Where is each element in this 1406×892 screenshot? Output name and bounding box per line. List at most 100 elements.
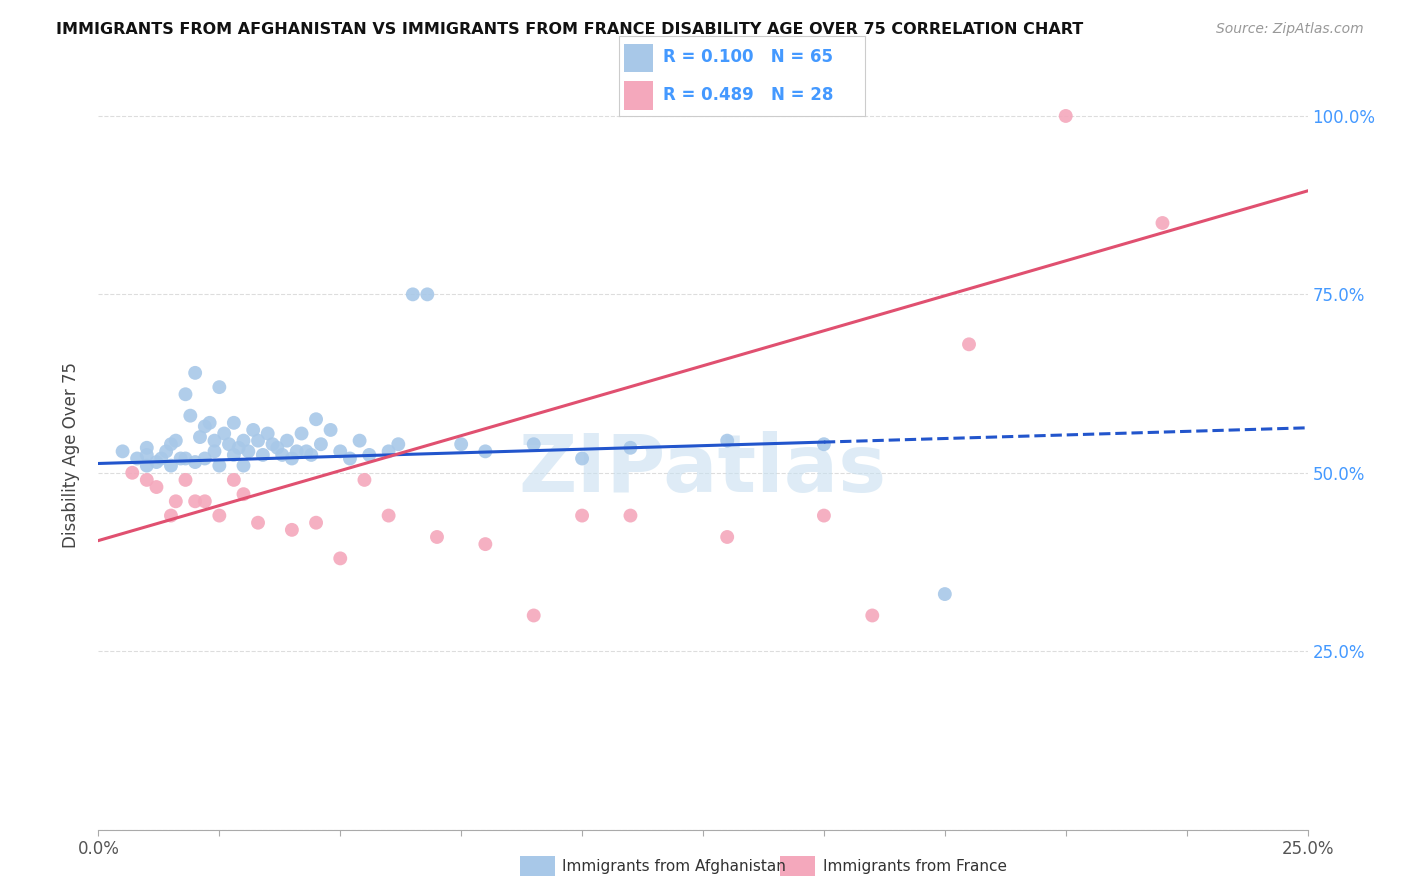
Point [228, 441, 250, 455]
Point [242, 423, 264, 437]
Point [329, 444, 352, 458]
Point [309, 437, 332, 451]
Point [135, 458, 157, 473]
Point [184, 366, 207, 380]
Point [232, 434, 254, 448]
Point [194, 451, 217, 466]
Point [208, 380, 231, 394]
Text: Source: ZipAtlas.com: Source: ZipAtlas.com [1216, 22, 1364, 37]
Point [281, 451, 304, 466]
Point [619, 441, 641, 455]
Text: ZIPatlas: ZIPatlas [519, 431, 887, 509]
Point [179, 409, 201, 423]
Point [450, 437, 472, 451]
Point [204, 434, 226, 448]
Point [169, 451, 191, 466]
Point [329, 551, 352, 566]
Point [934, 587, 956, 601]
Point [145, 455, 167, 469]
Point [188, 430, 211, 444]
Point [135, 441, 157, 455]
Point [290, 426, 312, 441]
Point [208, 508, 231, 523]
Point [247, 516, 270, 530]
Bar [624, 81, 652, 110]
Point [174, 451, 197, 466]
Point [135, 448, 157, 462]
Point [204, 444, 226, 458]
Point [377, 444, 399, 458]
Point [184, 494, 207, 508]
Point [285, 444, 308, 458]
Point [198, 416, 221, 430]
Point [232, 458, 254, 473]
Point [319, 423, 342, 437]
Point [474, 444, 496, 458]
Text: IMMIGRANTS FROM AFGHANISTAN VS IMMIGRANTS FROM FRANCE DISABILITY AGE OVER 75 COR: IMMIGRANTS FROM AFGHANISTAN VS IMMIGRANT… [56, 22, 1084, 37]
Point [619, 508, 641, 523]
Point [571, 451, 593, 466]
Point [474, 537, 496, 551]
Point [150, 451, 173, 466]
Point [266, 441, 288, 455]
Point [145, 480, 167, 494]
Point [127, 451, 149, 466]
Point [135, 473, 157, 487]
Point [194, 494, 217, 508]
Text: Immigrants from France: Immigrants from France [823, 859, 1007, 873]
Point [359, 448, 381, 462]
Point [1054, 109, 1077, 123]
Point [387, 437, 409, 451]
Text: R = 0.489   N = 28: R = 0.489 N = 28 [664, 87, 834, 104]
Point [957, 337, 980, 351]
Point [208, 458, 231, 473]
Point [353, 473, 375, 487]
Point [256, 426, 278, 441]
Point [121, 466, 143, 480]
Text: R = 0.100   N = 65: R = 0.100 N = 65 [664, 48, 832, 66]
Point [305, 516, 328, 530]
Point [160, 458, 183, 473]
Text: Immigrants from Afghanistan: Immigrants from Afghanistan [562, 859, 786, 873]
Point [402, 287, 425, 301]
Point [238, 444, 260, 458]
Point [281, 523, 304, 537]
Point [299, 448, 322, 462]
Point [155, 444, 177, 458]
Point [426, 530, 449, 544]
Point [262, 437, 284, 451]
Point [160, 437, 183, 451]
Point [416, 287, 439, 301]
Point [271, 448, 294, 462]
Point [295, 444, 318, 458]
Point [194, 419, 217, 434]
Point [571, 508, 593, 523]
Point [305, 412, 328, 426]
Y-axis label: Disability Age Over 75: Disability Age Over 75 [62, 362, 80, 548]
Point [165, 494, 187, 508]
Point [349, 434, 371, 448]
Point [377, 508, 399, 523]
Point [184, 455, 207, 469]
Point [232, 487, 254, 501]
Point [160, 508, 183, 523]
Point [523, 608, 546, 623]
Point [247, 434, 270, 448]
Point [860, 608, 883, 623]
Point [523, 437, 546, 451]
Point [174, 473, 197, 487]
Point [218, 437, 240, 451]
Point [222, 448, 245, 462]
Point [813, 437, 835, 451]
Point [111, 444, 134, 458]
Point [222, 416, 245, 430]
Bar [624, 44, 652, 72]
Point [212, 426, 235, 441]
Point [222, 473, 245, 487]
Point [716, 530, 738, 544]
Point [165, 434, 187, 448]
Point [252, 448, 274, 462]
Point [339, 451, 361, 466]
Point [813, 508, 835, 523]
Point [276, 434, 298, 448]
